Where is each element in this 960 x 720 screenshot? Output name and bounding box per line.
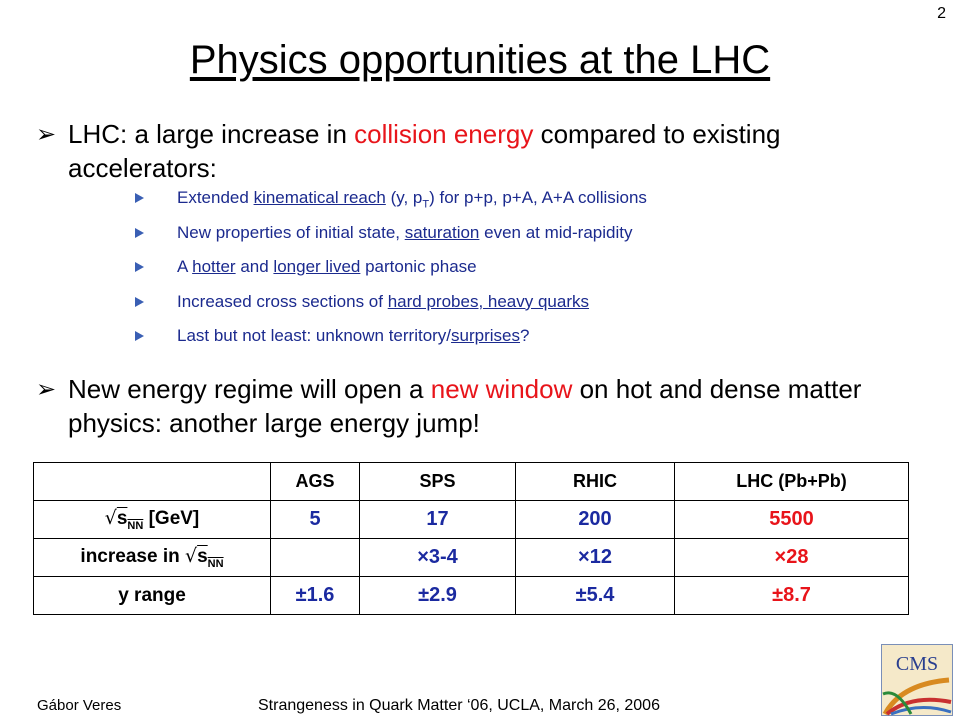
table-row: increase in √sNN ×3-4 ×12 ×28 — [33, 538, 909, 577]
sub-text: Increased cross sections of — [177, 291, 388, 311]
footer-author: Gábor Veres — [37, 697, 122, 714]
table-row: √sNN [GeV] 5 17 200 5500 — [33, 500, 909, 539]
sub-text: New properties of initial state, — [177, 222, 405, 242]
table-cell: ×12 — [515, 538, 675, 577]
sqrt-icon: √ — [184, 545, 198, 568]
table-cell — [270, 538, 360, 577]
table-cell: ×28 — [674, 538, 909, 577]
sub-bullet: Last but not least: unknown territory/su… — [135, 326, 915, 361]
cms-logo: CMS — [881, 644, 953, 716]
triangle-bullet-icon — [135, 227, 144, 238]
triangle-bullet-icon — [135, 262, 144, 272]
sub-bullet: New properties of initial state, saturat… — [135, 223, 915, 258]
sub-text: (y, p — [385, 188, 423, 207]
bullet2-highlight: new window — [430, 374, 573, 404]
triangle-bullet-icon — [135, 296, 144, 307]
sub-text: Last but not least: unknown territory/ — [177, 326, 452, 345]
arrow-bullet-icon: ➢ — [36, 375, 57, 403]
bullet1-text: LHC: a large increase in — [68, 119, 355, 149]
sub-underlined: kinematical reach — [253, 188, 386, 207]
table-header — [33, 462, 271, 501]
table-header: RHIC — [515, 462, 675, 501]
sub-underlined: saturation — [404, 222, 480, 242]
table-header-row: AGS SPS RHIC LHC (Pb+Pb) — [33, 462, 909, 501]
footer-conference: Strangeness in Quark Matter ‘06, UCLA, M… — [258, 697, 660, 714]
sub-text: partonic phase — [360, 257, 477, 276]
sub-underlined: surprises — [451, 326, 521, 345]
table-cell: ±1.6 — [270, 576, 360, 615]
table-cell: 5 — [270, 500, 360, 539]
sqrt-icon: √ — [104, 507, 117, 530]
table-cell: ×3-4 — [359, 538, 516, 577]
sub-text: and — [235, 257, 274, 276]
subscript: NN — [127, 519, 144, 532]
arrow-bullet-icon: ➢ — [36, 120, 57, 148]
slide-title: Physics opportunities at the LHC — [189, 38, 771, 82]
sub-underlined: hotter — [192, 257, 236, 276]
sub-bullet: Increased cross sections of hard probes,… — [135, 292, 915, 327]
row-label: √sNN [GeV] — [33, 500, 271, 539]
table-header: SPS — [359, 462, 516, 501]
row-label-unit: [GeV] — [143, 508, 200, 530]
bullet2-text: New energy regime will open a — [68, 374, 431, 404]
row-label-text: s — [116, 508, 128, 530]
sub-text: even at mid-rapidity — [479, 222, 633, 242]
row-label-text: s — [197, 546, 208, 568]
sub-bullet: A hotter and longer lived partonic phase — [135, 257, 915, 292]
sub-underlined: hard probes, heavy quarks — [387, 291, 590, 311]
sub-text: A — [177, 257, 193, 276]
row-label: increase in √sNN — [33, 538, 271, 577]
sub-underlined: longer lived — [273, 257, 361, 276]
sub-bullet: Extended kinematical reach (y, pT) for p… — [135, 188, 915, 223]
table-cell: 5500 — [674, 500, 909, 539]
table-row: y range ±1.6 ±2.9 ±5.4 ±8.7 — [33, 576, 909, 615]
subscript: NN — [207, 557, 224, 570]
sub-text: ? — [520, 326, 530, 345]
logo-text: CMS — [896, 653, 938, 675]
energy-comparison-table: AGS SPS RHIC LHC (Pb+Pb) √sNN [GeV] 5 17… — [33, 462, 909, 615]
table-cell: 200 — [515, 500, 675, 539]
bullet2-text-end: on hot and dense matter physics: another… — [68, 374, 862, 438]
bullet1-text-end: compared to existing accelerators: — [68, 119, 781, 183]
table-cell: ±5.4 — [515, 576, 675, 615]
subscript: T — [422, 198, 430, 211]
table-header: LHC (Pb+Pb) — [674, 462, 909, 501]
table-cell: 17 — [359, 500, 516, 539]
slide-number: 2 — [937, 5, 946, 22]
triangle-bullet-icon — [135, 331, 144, 341]
main-bullet-2: ➢ New energy regime will open a new wind… — [36, 372, 926, 440]
row-label-text: increase in — [80, 546, 185, 568]
table-cell: ±8.7 — [674, 576, 909, 615]
sub-bullet-list: Extended kinematical reach (y, pT) for p… — [135, 188, 915, 361]
row-label: y range — [33, 576, 271, 615]
table-header: AGS — [270, 462, 360, 501]
triangle-bullet-icon — [135, 193, 144, 203]
main-bullet-1: ➢ LHC: a large increase in collision ene… — [36, 117, 926, 185]
sub-text: Extended — [177, 188, 254, 207]
table-cell: ±2.9 — [359, 576, 516, 615]
bullet1-highlight: collision energy — [354, 119, 534, 149]
sub-text: ) for p+p, p+A, A+A collisions — [429, 188, 647, 207]
